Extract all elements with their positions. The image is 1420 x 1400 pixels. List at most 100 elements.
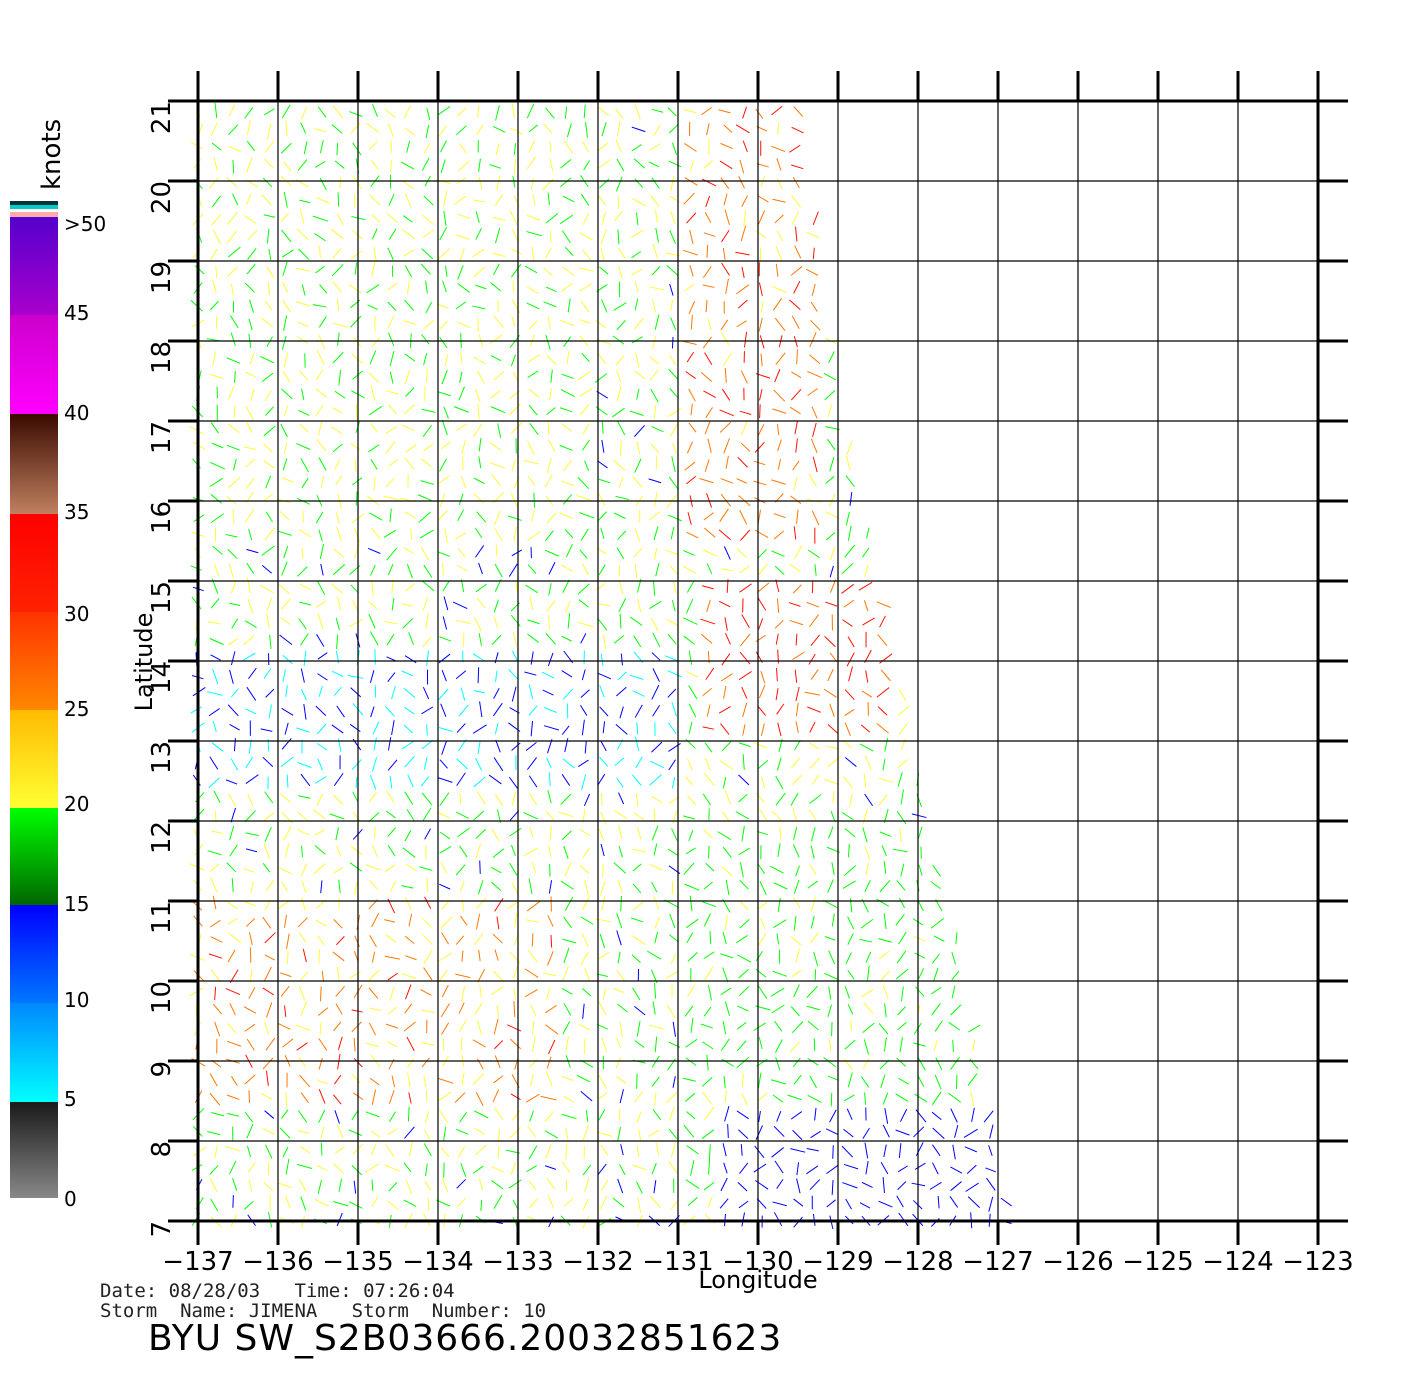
wind-vector — [738, 774, 750, 786]
wind-vector — [653, 405, 657, 419]
wind-vector — [649, 1024, 665, 1030]
wind-vector — [421, 248, 434, 260]
wind-vector — [212, 351, 217, 366]
wind-vector — [385, 478, 395, 488]
wind-vector — [317, 421, 323, 436]
wind-vector — [264, 899, 271, 911]
wind-vector — [403, 105, 411, 119]
wind-vector — [666, 1092, 677, 1104]
wind-vector — [525, 919, 539, 923]
wind-vector — [403, 320, 416, 325]
wind-vector — [263, 460, 275, 469]
wind-vector — [581, 353, 590, 363]
lon-tick-label: −123 — [1282, 1247, 1353, 1277]
wind-vector — [262, 916, 272, 929]
wind-vector — [510, 1093, 521, 1101]
wind-vector — [245, 458, 256, 468]
wind-vector — [494, 949, 499, 961]
wind-vector — [420, 458, 432, 468]
wind-vector — [740, 420, 748, 436]
wind-vector — [582, 1003, 585, 1019]
wind-vector — [528, 388, 540, 398]
wind-vector — [647, 950, 662, 960]
colorbar-cap-white — [10, 209, 58, 212]
wind-vector — [792, 1057, 801, 1068]
wind-vector — [670, 176, 675, 192]
wind-vector — [296, 267, 310, 272]
wind-vector — [810, 669, 819, 680]
wind-vector — [332, 670, 344, 678]
wind-vector — [408, 913, 413, 927]
wind-vector — [298, 618, 307, 630]
wind-vector — [422, 636, 432, 648]
wind-vector — [475, 828, 487, 839]
wind-vector — [210, 1198, 219, 1212]
wind-vector — [582, 423, 590, 435]
wind-vector — [508, 669, 519, 680]
wind-vector — [350, 845, 363, 856]
wind-vector — [913, 936, 926, 942]
wind-vector — [613, 302, 627, 311]
wind-vector — [332, 105, 344, 119]
wind-vector — [632, 883, 642, 894]
wind-vector — [701, 106, 712, 116]
wind-vector — [616, 1075, 626, 1084]
wind-vector — [247, 793, 254, 807]
wind-vector — [509, 951, 521, 964]
wind-vector — [757, 933, 767, 947]
wind-vector — [896, 950, 907, 964]
wind-vector — [596, 973, 609, 977]
wind-vector — [884, 1003, 887, 1018]
wind-vector — [636, 1111, 642, 1123]
wind-vector — [494, 510, 501, 526]
wind-vector — [760, 918, 766, 929]
wind-vector — [597, 106, 610, 117]
wind-vector — [632, 863, 642, 872]
wind-vector — [878, 950, 890, 960]
wind-vector — [831, 1180, 834, 1195]
wind-vector — [688, 830, 694, 842]
wind-vector — [742, 702, 748, 718]
wind-vector — [301, 388, 305, 400]
wind-vector — [631, 268, 642, 276]
wind-vector — [423, 950, 433, 965]
wind-vector — [584, 880, 589, 896]
wind-vector — [702, 1091, 712, 1105]
wind-vector — [931, 953, 940, 964]
wind-vector — [391, 579, 394, 594]
wind-vector — [636, 1145, 640, 1157]
wind-vector — [349, 618, 363, 627]
wind-vector — [776, 423, 780, 436]
wind-vector — [338, 369, 342, 386]
wind-vector — [528, 404, 538, 416]
wind-vector — [613, 987, 625, 994]
wind-vector — [280, 985, 290, 997]
wind-vector — [543, 725, 559, 731]
wind-vector — [777, 439, 782, 451]
wind-vector — [826, 1199, 836, 1208]
wind-vector — [804, 691, 820, 696]
wind-vector — [900, 863, 905, 877]
wind-vector — [387, 315, 395, 329]
wind-vector — [207, 691, 223, 696]
wind-vector — [533, 492, 536, 508]
wind-vector — [404, 655, 417, 664]
wind-vector — [844, 1039, 856, 1050]
wind-vector — [843, 776, 853, 789]
wind-vector — [581, 719, 585, 736]
wind-vector — [654, 982, 657, 999]
wind-vector — [368, 600, 378, 610]
wind-vector — [546, 1056, 552, 1069]
wind-vector — [955, 932, 958, 945]
wind-vector — [438, 1078, 454, 1084]
wind-vector — [668, 1160, 678, 1174]
wind-vector — [226, 357, 241, 364]
wind-vector — [437, 811, 450, 819]
wind-vector — [455, 811, 470, 819]
wind-vector — [210, 461, 226, 470]
wind-vector — [455, 619, 471, 625]
wind-vector — [390, 159, 393, 172]
wind-vector — [228, 793, 237, 807]
wind-vector — [724, 209, 730, 226]
wind-vector — [631, 917, 644, 923]
